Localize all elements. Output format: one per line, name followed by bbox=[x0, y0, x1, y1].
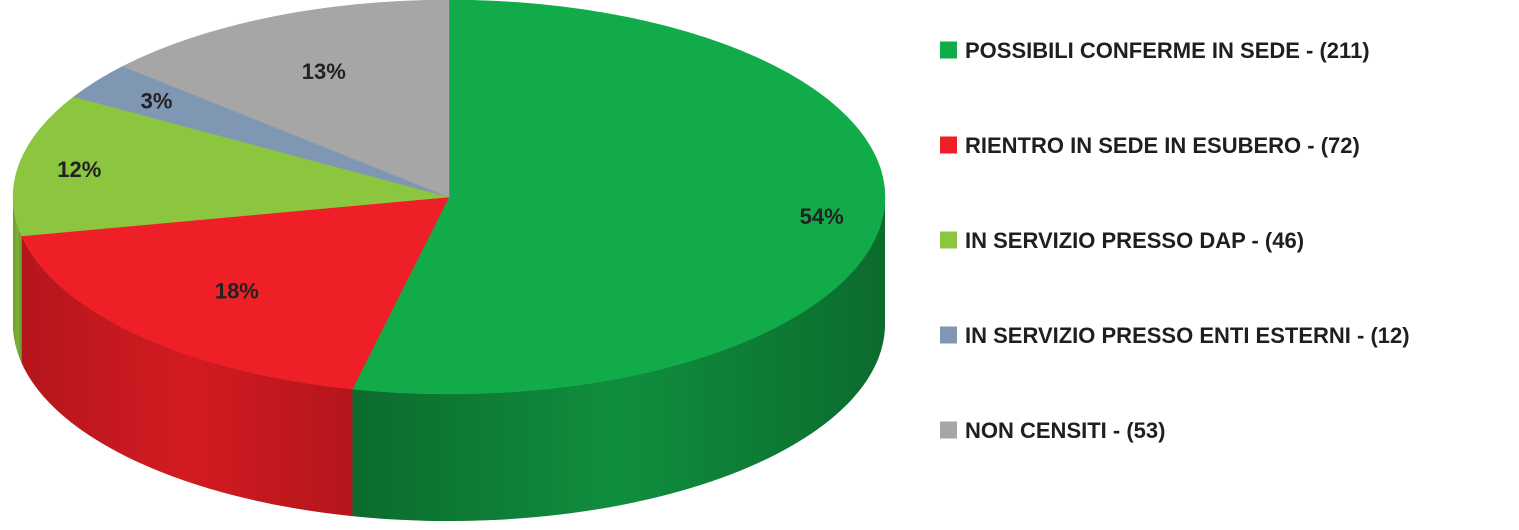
pie-label-2: 12% bbox=[57, 157, 101, 182]
legend-swatch-4 bbox=[940, 422, 957, 439]
pie-label-3: 3% bbox=[141, 89, 173, 114]
legend-label-0: POSSIBILI CONFERME IN SEDE - (211) bbox=[965, 38, 1370, 63]
legend-swatch-2 bbox=[940, 232, 957, 249]
legend-swatch-3 bbox=[940, 327, 957, 344]
pie-label-1: 18% bbox=[215, 279, 259, 304]
pie-label-4: 13% bbox=[302, 59, 346, 84]
legend-swatch-0 bbox=[940, 42, 957, 59]
legend-label-3: IN SERVIZIO PRESSO ENTI ESTERNI - (12) bbox=[965, 323, 1410, 348]
legend-swatch-1 bbox=[940, 137, 957, 154]
legend: POSSIBILI CONFERME IN SEDE - (211) RIENTR… bbox=[940, 38, 1410, 443]
pie-slices bbox=[13, 0, 885, 394]
legend-label-4: NON CENSITI - (53) bbox=[965, 418, 1165, 443]
pie-label-0: 54% bbox=[800, 204, 844, 229]
legend-label-1: RIENTRO IN SEDE IN ESUBERO - (72) bbox=[965, 133, 1360, 158]
legend-label-2: IN SERVIZIO PRESSO DAP - (46) bbox=[965, 228, 1304, 253]
